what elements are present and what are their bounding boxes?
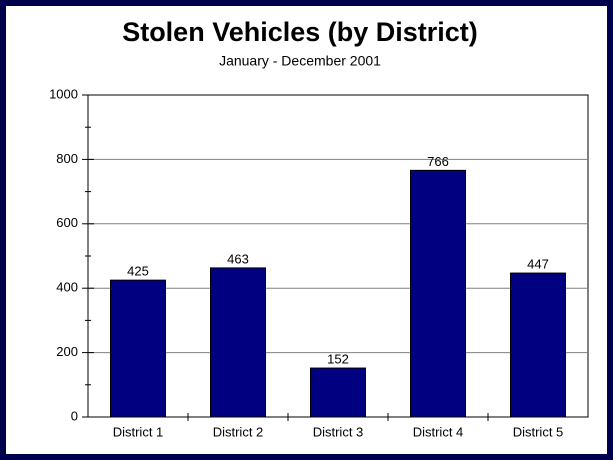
bar (310, 367, 366, 418)
y-tick-label: 1000 (49, 86, 78, 101)
bar (410, 169, 466, 418)
chart-title: Stolen Vehicles (by District) (122, 17, 478, 47)
y-tick-label: 200 (56, 344, 78, 359)
y-tick-label: 800 (56, 151, 78, 166)
y-tick-label: 400 (56, 280, 78, 295)
data-label: 152 (327, 351, 349, 366)
data-label: 447 (527, 257, 549, 272)
data-label: 463 (227, 251, 249, 266)
bar (110, 279, 166, 418)
y-tick-label: 600 (56, 215, 78, 230)
data-label: 425 (127, 264, 149, 279)
x-tick-label: District 2 (213, 424, 264, 439)
chart-subtitle: January - December 2001 (219, 53, 381, 69)
x-tick-label: District 3 (313, 424, 364, 439)
plot-area (87, 94, 589, 418)
data-label: 766 (427, 154, 449, 169)
y-tick-label: 0 (71, 408, 78, 423)
bar (210, 267, 266, 418)
x-tick-label: District 4 (413, 424, 464, 439)
x-tick-label: District 1 (113, 424, 164, 439)
x-tick-label: District 5 (513, 424, 564, 439)
bar (510, 272, 566, 418)
